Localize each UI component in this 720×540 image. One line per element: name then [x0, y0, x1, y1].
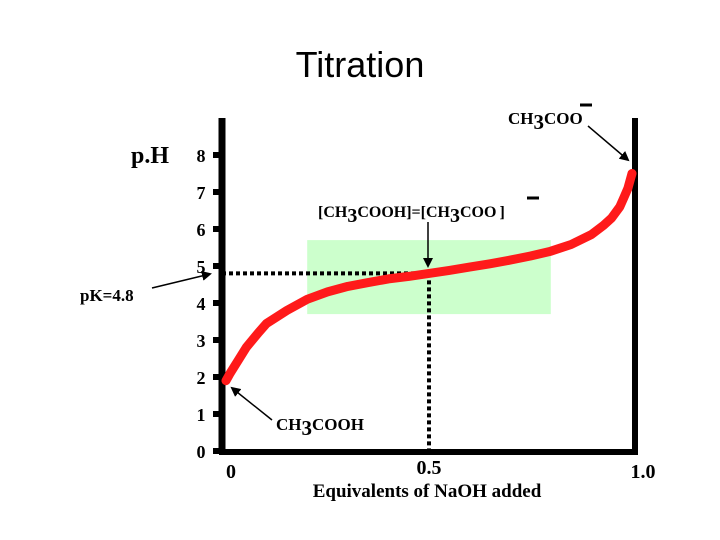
x-tick-label: 0 [226, 461, 236, 483]
y-tick-mark [213, 374, 220, 380]
y-tick-mark [213, 263, 220, 269]
y-tick-label: 5 [197, 257, 206, 277]
x-axis-label: Equivalents of NaOH added [313, 481, 542, 502]
y-tick-label: 8 [197, 146, 206, 166]
y-tick-mark [213, 152, 220, 158]
pk-label: pK=4.8 [80, 286, 134, 305]
y-tick-mark [213, 411, 220, 417]
slide-title: Titration [295, 44, 425, 85]
y-tick-label: 6 [197, 220, 206, 240]
y-axis-label: p.H [131, 143, 169, 169]
end-arrow [587, 125, 630, 162]
pk-arrow [151, 271, 212, 289]
y-tick-label: 0 [197, 442, 206, 462]
start-arrow [230, 386, 273, 421]
x-tick-label: 1.0 [631, 461, 656, 483]
y-tick-mark [213, 337, 220, 343]
y-tick-label: 7 [197, 183, 206, 203]
y-tick-mark [213, 189, 220, 195]
y-tick-mark [213, 448, 220, 454]
x-ticks: 0 0.5 1.0 [226, 457, 656, 483]
y-tick-label: 1 [197, 405, 206, 425]
y-tick-label: 3 [197, 331, 206, 351]
y-tick-mark [213, 226, 220, 232]
start-species-label: CH3COOH [276, 415, 364, 440]
half-equivalence-label: [CH3COOH]=[CH3COO] [318, 204, 505, 227]
y-tick-mark [213, 300, 220, 306]
x-tick-label: 0.5 [417, 457, 442, 479]
y-ticks: 0 1 2 3 4 5 6 7 8 [197, 146, 220, 462]
y-tick-label: 4 [197, 294, 206, 314]
y-tick-label: 2 [197, 368, 206, 388]
titration-curve [221, 169, 637, 386]
end-species-label: CH3COO [508, 109, 583, 134]
